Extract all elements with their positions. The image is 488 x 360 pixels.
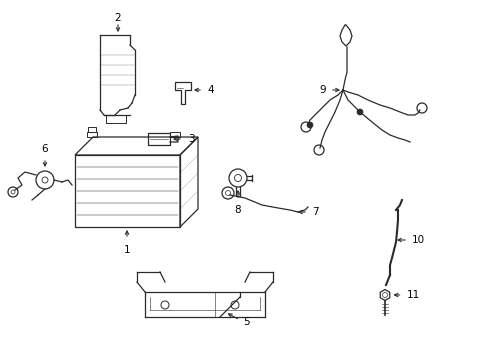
Circle shape	[356, 109, 362, 115]
Text: 6: 6	[41, 144, 48, 154]
Text: 8: 8	[234, 205, 241, 215]
Text: 7: 7	[311, 207, 318, 217]
Text: 9: 9	[319, 85, 325, 95]
Bar	[87, 132, 97, 137]
Bar	[88, 127, 96, 132]
Text: 5: 5	[243, 317, 249, 327]
Text: 11: 11	[406, 290, 419, 300]
Bar	[148, 133, 170, 145]
Text: 1: 1	[123, 245, 130, 255]
Text: 10: 10	[411, 235, 424, 245]
Text: 2: 2	[115, 13, 121, 23]
Text: 3: 3	[187, 134, 194, 144]
Bar	[106, 115, 126, 123]
Text: 4: 4	[206, 85, 213, 95]
Bar	[75, 155, 180, 227]
Bar	[170, 132, 180, 137]
Circle shape	[306, 122, 312, 128]
